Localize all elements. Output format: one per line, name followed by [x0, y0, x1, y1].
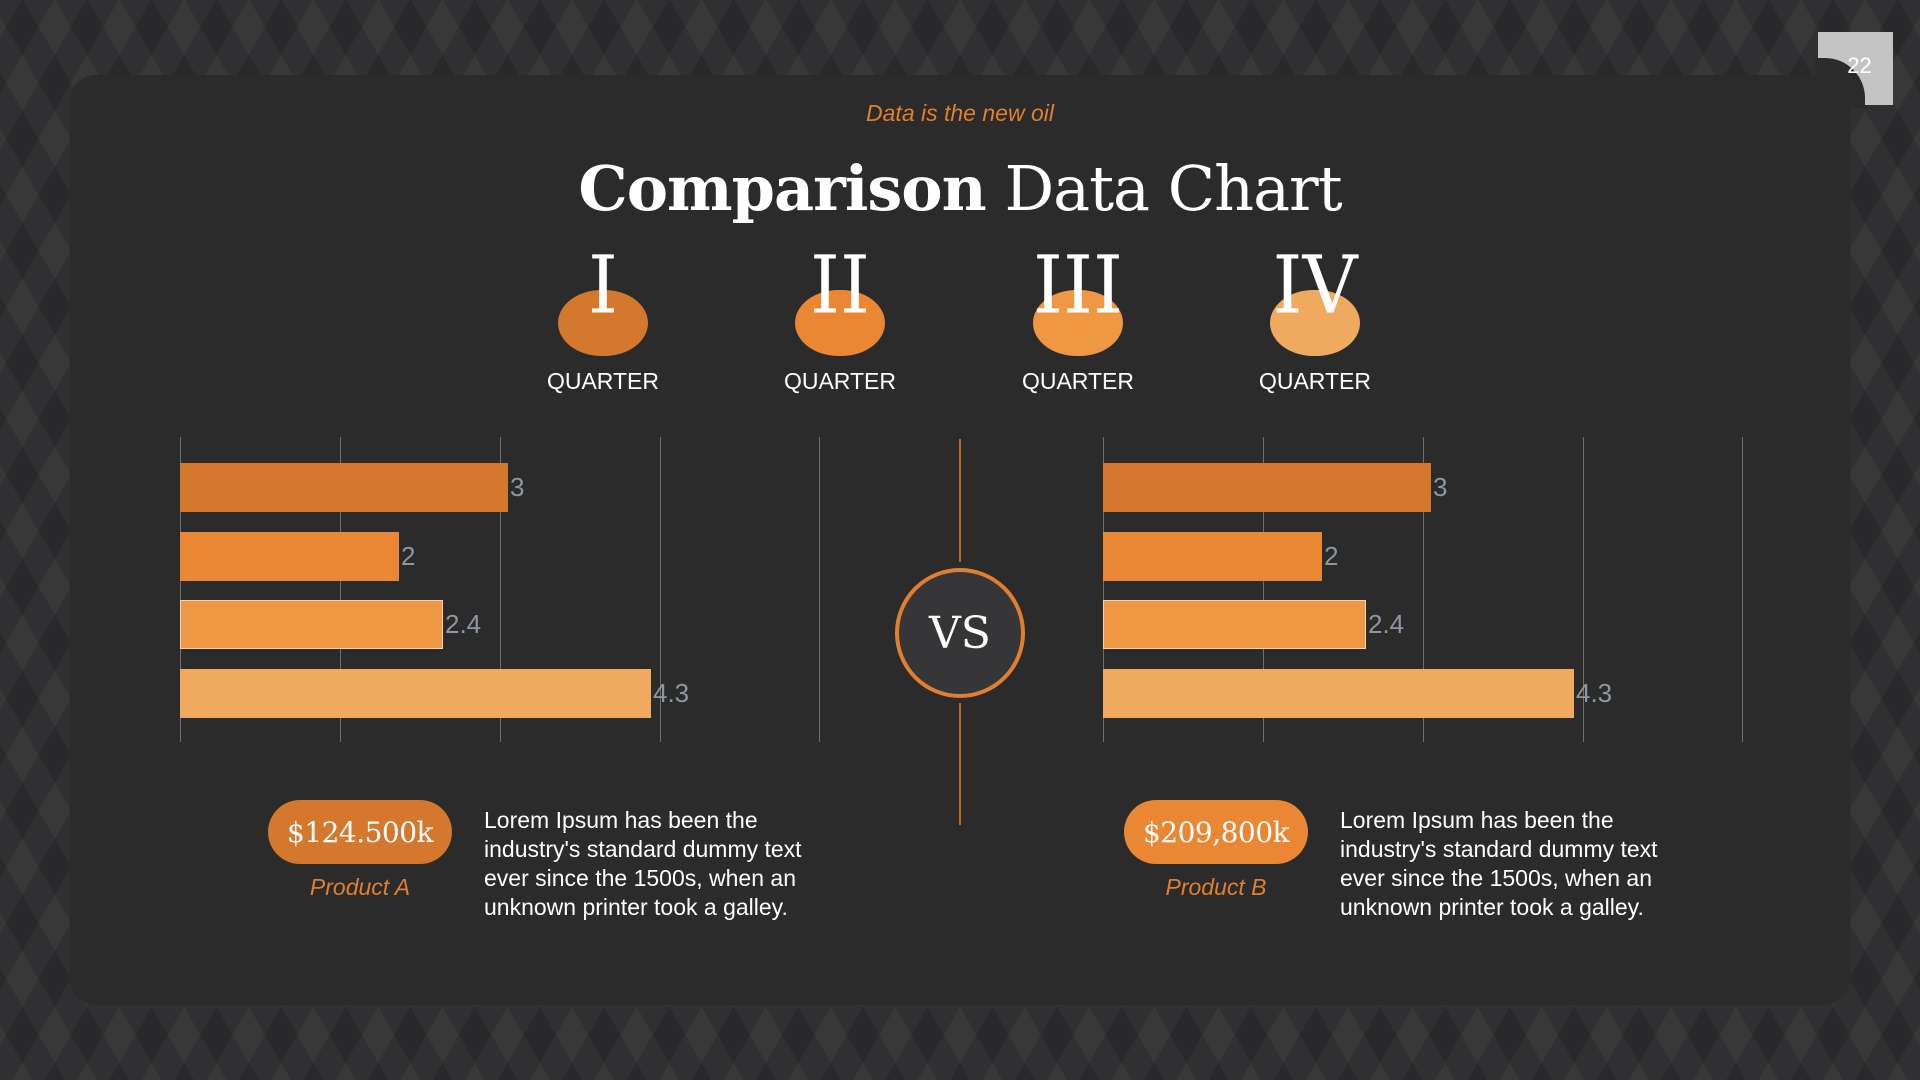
chart-gridline	[180, 437, 181, 742]
chart-gridline	[1263, 437, 1264, 742]
chart-bar-value: 4.3	[1576, 678, 1613, 708]
vs-badge: VS	[895, 568, 1025, 698]
quarter-label: QUARTER	[1258, 368, 1372, 394]
chart-bar-value: 3	[1433, 472, 1448, 502]
product-b-label: Product B	[1165, 874, 1267, 900]
slide-title: Comparison Data Chart	[0, 152, 1920, 225]
page-number-badge: 22	[1815, 32, 1893, 108]
chart-bar-q3	[180, 600, 443, 649]
product-a-label: Product A	[309, 874, 411, 900]
chart-gridline	[1742, 437, 1743, 742]
chart-bar-q2	[1103, 532, 1322, 581]
title-bold: Comparison	[578, 152, 986, 225]
quarter-3-oval-icon	[1033, 290, 1123, 356]
quarter-header-1: I QUARTER	[523, 237, 683, 400]
vs-divider-bottom	[959, 703, 961, 825]
chart-bar-value: 2.4	[1368, 609, 1405, 639]
product-a-price-pill: $124.500k	[268, 800, 452, 864]
product-b-description: Lorem Ipsum has been the industry's stan…	[1340, 807, 1658, 920]
chart-bar-q3	[1103, 600, 1366, 649]
chart-gridline	[660, 437, 661, 742]
product-a-description: Lorem Ipsum has been the industry's stan…	[484, 807, 802, 920]
chart-gridline	[1583, 437, 1584, 742]
page-number: 22	[1847, 52, 1872, 78]
chart-gridline	[500, 437, 501, 742]
chart-gridline	[1103, 437, 1104, 742]
quarter-label: QUARTER	[546, 368, 660, 394]
vs-label: VS	[929, 607, 991, 659]
chart-bar-value: 2	[401, 541, 416, 571]
quarter-4-oval-icon	[1270, 290, 1360, 356]
quarter-label: QUARTER	[1021, 368, 1135, 394]
quarter-header-2: II QUARTER	[760, 237, 920, 400]
slide-subtitle: Data is the new oil	[866, 100, 1054, 126]
quarter-numeral: I	[587, 237, 619, 332]
title-light: Data Chart	[1004, 152, 1342, 225]
chart-bar-value: 2.4	[445, 609, 482, 639]
product-b-bar-chart: 3 2 2.4 4.3	[1103, 437, 1743, 742]
chart-bar-q4	[1103, 669, 1574, 718]
quarter-header-4: IV QUARTER	[1235, 237, 1395, 400]
product-a-price: $124.500k	[286, 815, 434, 849]
quarter-header-3: III QUARTER	[998, 237, 1158, 400]
chart-bar-q4	[180, 669, 651, 718]
chart-bar-value: 2	[1324, 541, 1339, 571]
chart-bar-value: 4.3	[653, 678, 690, 708]
quarter-numeral: II	[809, 237, 871, 332]
chart-gridline	[1423, 437, 1424, 742]
vs-divider-top	[959, 439, 961, 562]
quarter-numeral: IV	[1272, 237, 1358, 332]
chart-bar-q2	[180, 532, 399, 581]
chart-bar-q1	[1103, 463, 1431, 512]
quarter-2-oval-icon	[795, 290, 885, 356]
chart-bar-q1	[180, 463, 508, 512]
product-b-price-pill: $209,800k	[1124, 800, 1308, 864]
quarter-numeral: III	[1032, 237, 1124, 332]
product-a-bar-chart: 3 2 2.4 4.3	[180, 437, 820, 742]
chart-bar-value: 3	[510, 472, 525, 502]
quarter-1-oval-icon	[558, 290, 648, 356]
chart-gridline	[819, 437, 820, 742]
product-b-price: $209,800k	[1142, 815, 1290, 849]
quarter-label: QUARTER	[783, 368, 897, 394]
chart-gridline	[340, 437, 341, 742]
